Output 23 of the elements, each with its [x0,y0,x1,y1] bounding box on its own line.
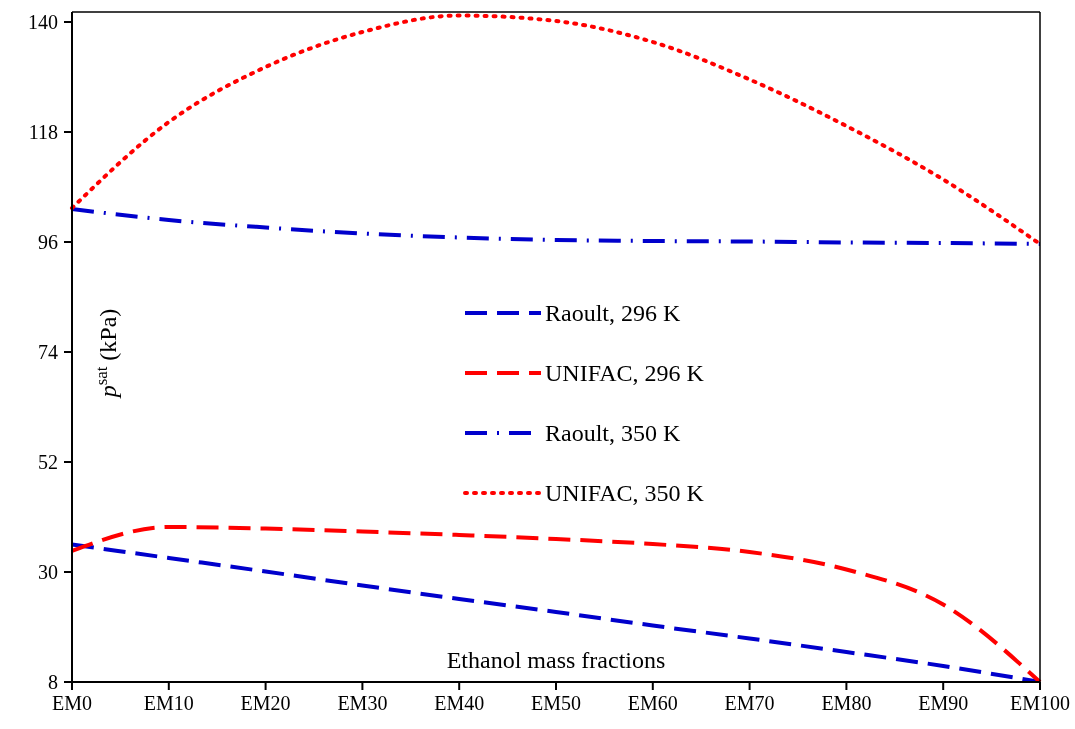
x-tick-label: EM100 [1010,692,1070,715]
x-tick-label: EM90 [918,692,969,715]
y-tick-label: 96 [38,231,58,254]
legend-label: Raoult, 350 K [545,419,681,447]
x-axis-title: Ethanol mass fractions [446,647,666,673]
x-tick-label: EM30 [337,692,388,715]
x-tick-label: EM50 [531,692,581,715]
y-tick-label: 118 [28,121,58,144]
x-tick-label: EM60 [627,692,678,715]
legend-label: Raoult, 296 K [545,299,681,327]
x-tick-label: EM0 [52,692,92,715]
x-tick-label: EM20 [240,692,291,715]
legend-label: UNIFAC, 296 K [545,359,704,387]
x-tick-label: EM70 [724,692,775,715]
y-tick-label: 140 [28,11,58,34]
y-tick-label: 30 [38,561,58,584]
x-tick-label: EM40 [434,692,485,715]
y-tick-label: 74 [38,341,58,364]
y-tick-label: 52 [38,451,58,474]
x-tick-label: EM80 [821,692,872,715]
x-tick-label: EM10 [143,692,194,715]
legend-label: UNIFAC, 350 K [545,479,704,507]
y-tick-label: 8 [48,671,58,694]
